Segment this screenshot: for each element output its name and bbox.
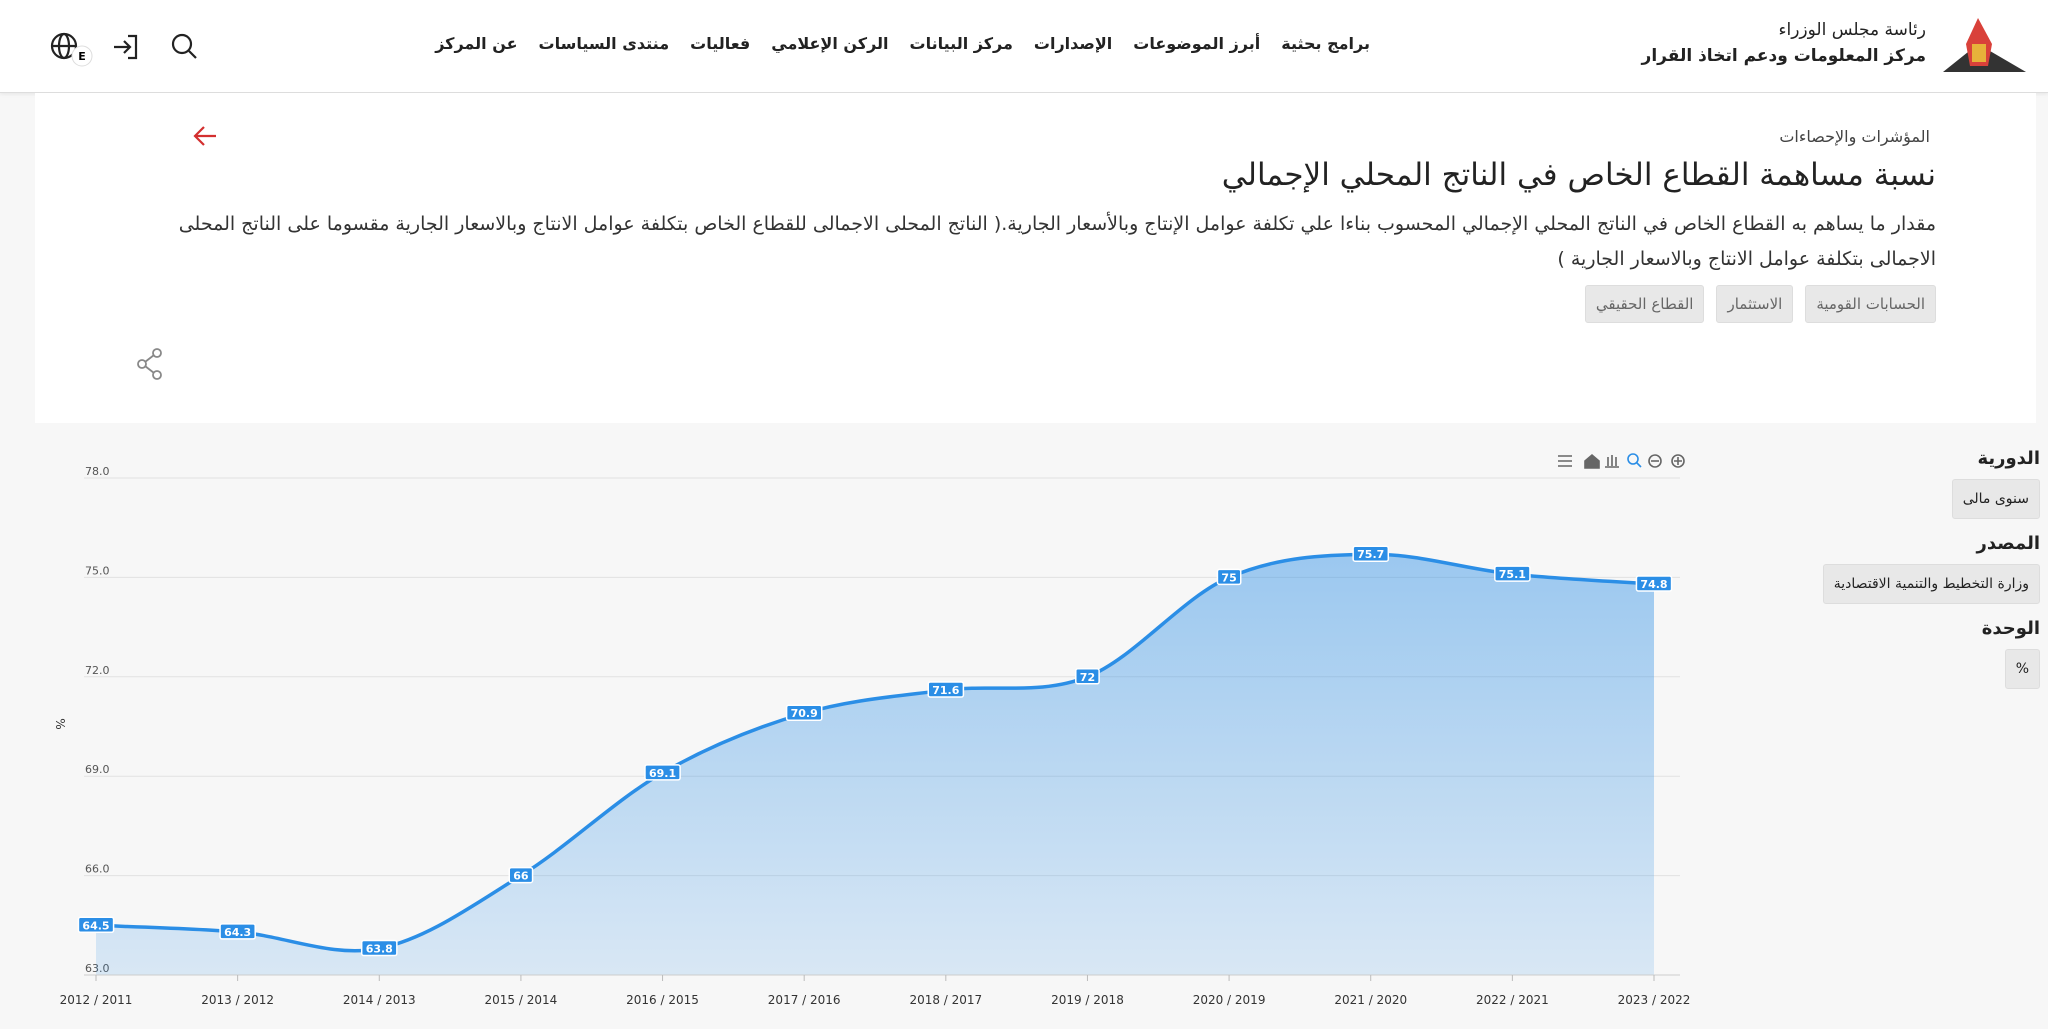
data-label: 64.3 <box>224 926 251 939</box>
logo-line2: مركز المعلومات ودعم اتخاذ القرار <box>1641 46 1926 66</box>
x-tick-label: 2013 / 2012 <box>201 993 274 1007</box>
x-tick-label: 2023 / 2022 <box>1618 993 1691 1007</box>
header: رئاسة مجلس الوزراء مركز المعلومات ودعم ا… <box>0 0 2048 93</box>
x-tick-label: 2012 / 2011 <box>60 993 133 1007</box>
data-label-box <box>1352 545 1390 562</box>
logo-line1: رئاسة مجلس الوزراء <box>1778 20 1927 40</box>
y-axis-label: % <box>53 718 67 729</box>
nav: برامج بحثية أبرز الموضوعات الإصدارات مركز ا… <box>435 34 1370 53</box>
data-label-box <box>360 939 398 957</box>
filter-label: الدورية <box>1977 448 2040 469</box>
nav-item[interactable]: منتدى السياسات <box>538 34 670 53</box>
description: مقدار ما يساهم به القطاع الخاص في الناتج… <box>178 213 1936 270</box>
data-label: 64.5 <box>82 919 109 932</box>
breadcrumb[interactable]: المؤشرات والإحصاءات <box>1779 127 1930 146</box>
y-tick-label: 66.0 <box>85 863 110 876</box>
y-tick-label: 69.0 <box>85 763 110 776</box>
nav-item[interactable]: عن المركز <box>435 34 518 53</box>
x-tick-label: 2014 / 2013 <box>343 993 416 1007</box>
chart: 63.066.069.072.075.078.0%2012 / 20112013… <box>53 453 1691 1007</box>
tag[interactable]: القطاع الحقيقي <box>1584 285 1705 323</box>
data-label: 69.1 <box>649 767 676 780</box>
data-label: 63.8 <box>366 942 393 955</box>
x-tick-label: 2018 / 2017 <box>909 993 982 1007</box>
data-label: 74.8 <box>1640 578 1667 591</box>
data-label-box <box>508 866 534 884</box>
nav-item[interactable]: الركن الإعلامي <box>771 34 889 53</box>
filter-label: المصدر <box>1976 533 2041 554</box>
lang-badge[interactable]: E <box>78 50 86 63</box>
data-label: 66 <box>513 870 529 883</box>
x-tick-label: 2020 / 2019 <box>1193 993 1266 1007</box>
filters: الدورية سنوى مالى المصدر وزارة التخطيط والت… <box>1810 448 2040 703</box>
back-arrow[interactable] <box>190 121 220 151</box>
filter-value[interactable]: وزارة التخطيط والتنمية الاقتصادية <box>1822 564 2040 604</box>
data-label-box <box>644 764 681 781</box>
data-label: 71.6 <box>932 684 959 697</box>
filter-label: الوحدة <box>1981 618 2040 639</box>
data-label-box <box>1216 568 1242 586</box>
title: نسبة مساهمة القطاع الخاص في الناتج المحل… <box>1221 157 1936 193</box>
data-label-box <box>927 681 965 698</box>
data-label: 70.9 <box>791 707 818 720</box>
filter-value[interactable]: % <box>2004 649 2040 689</box>
data-label: 75 <box>1221 571 1236 584</box>
nav-item[interactable]: أبرز الموضوعات <box>1133 34 1261 53</box>
nav-item[interactable]: الإصدارات <box>1033 34 1113 53</box>
y-tick-label: 72.0 <box>85 664 110 677</box>
data-label: 75.1 <box>1499 568 1526 581</box>
tag[interactable]: الحسابات القومية <box>1805 285 1936 323</box>
data-label: 72 <box>1080 671 1095 684</box>
x-tick-label: 2017 / 2016 <box>768 993 841 1007</box>
nav-item[interactable]: برامج بحثية <box>1281 34 1370 53</box>
x-tick-label: 2016 / 2015 <box>626 993 699 1007</box>
x-tick-label: 2021 / 2020 <box>1334 993 1407 1007</box>
filter-value[interactable]: سنوى مالى <box>1951 479 2040 519</box>
y-tick-label: 75.0 <box>85 564 110 577</box>
logo <box>1943 18 2026 72</box>
data-label-box <box>219 923 256 940</box>
x-tick-label: 2022 / 2021 <box>1476 993 1549 1007</box>
data-label-box <box>1075 668 1100 685</box>
area <box>96 554 1654 975</box>
share-icon[interactable] <box>135 347 165 381</box>
data-label: 75.7 <box>1357 548 1384 561</box>
data-label-box <box>1635 575 1673 592</box>
tag[interactable]: الاستثمار <box>1716 285 1794 323</box>
data-label-box <box>1494 565 1531 582</box>
y-tick-label: 78.0 <box>85 465 110 478</box>
data-label-box <box>785 704 823 721</box>
indicator-card: المؤشرات والإحصاءات نسبة مساهمة القطاع ا… <box>35 93 2036 423</box>
data-label-box <box>77 916 115 934</box>
nav-item[interactable]: فعاليات <box>690 34 751 53</box>
nav-item[interactable]: مركز البيانات <box>909 34 1013 53</box>
header-icons: E <box>50 32 197 67</box>
x-tick-label: 2019 / 2018 <box>1051 993 1124 1007</box>
x-tick-label: 2015 / 2014 <box>485 993 558 1007</box>
tags: الحسابات القومية الاستثمار القطاع الحقيقي <box>1584 285 1936 323</box>
chart-toolbar[interactable] <box>1558 453 1685 469</box>
